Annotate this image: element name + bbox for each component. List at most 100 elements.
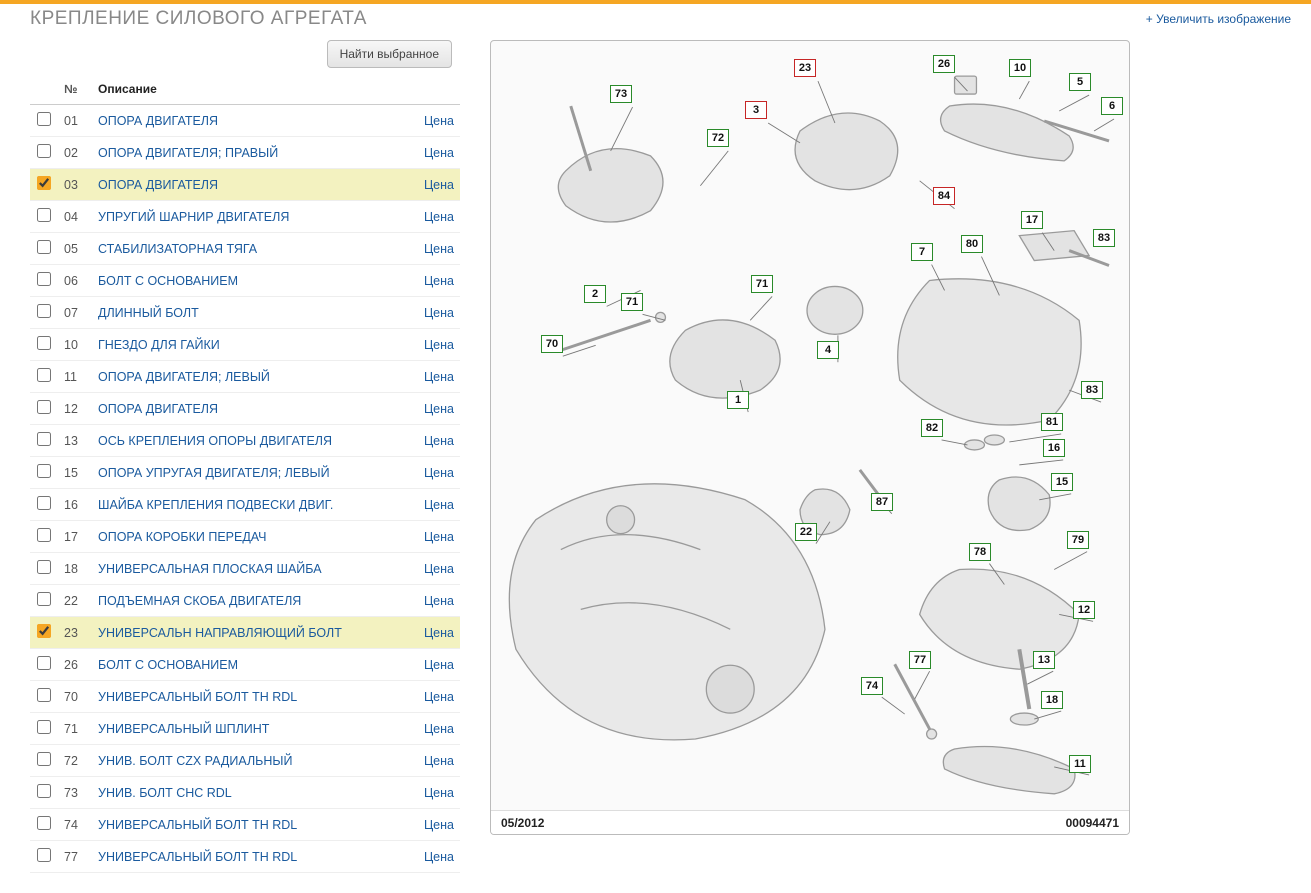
part-link[interactable]: ОПОРА ДВИГАТЕЛЯ bbox=[98, 178, 218, 192]
diagram-callout[interactable]: 18 bbox=[1041, 691, 1063, 709]
price-link[interactable]: Цена bbox=[424, 818, 454, 832]
diagram-callout[interactable]: 70 bbox=[541, 335, 563, 353]
diagram-callout[interactable]: 78 bbox=[969, 543, 991, 561]
price-link[interactable]: Цена bbox=[424, 850, 454, 864]
row-checkbox[interactable] bbox=[37, 112, 51, 126]
price-link[interactable]: Цена bbox=[424, 434, 454, 448]
diagram-callout[interactable]: 79 bbox=[1067, 531, 1089, 549]
part-link[interactable]: ОПОРА ДВИГАТЕЛЯ; ЛЕВЫЙ bbox=[98, 370, 270, 384]
row-checkbox[interactable] bbox=[37, 368, 51, 382]
part-link[interactable]: ГНЕЗДО ДЛЯ ГАЙКИ bbox=[98, 338, 220, 352]
row-checkbox[interactable] bbox=[37, 400, 51, 414]
diagram-callout[interactable]: 82 bbox=[921, 419, 943, 437]
part-link[interactable]: ОПОРА КОРОБКИ ПЕРЕДАЧ bbox=[98, 530, 267, 544]
diagram-callout[interactable]: 6 bbox=[1101, 97, 1123, 115]
price-link[interactable]: Цена bbox=[424, 114, 454, 128]
price-link[interactable]: Цена bbox=[424, 754, 454, 768]
row-checkbox[interactable] bbox=[37, 752, 51, 766]
diagram-callout[interactable]: 72 bbox=[707, 129, 729, 147]
diagram-callout[interactable]: 74 bbox=[861, 677, 883, 695]
price-link[interactable]: Цена bbox=[424, 498, 454, 512]
row-checkbox[interactable] bbox=[37, 560, 51, 574]
price-link[interactable]: Цена bbox=[424, 562, 454, 576]
diagram-callout[interactable]: 84 bbox=[933, 187, 955, 205]
row-checkbox[interactable] bbox=[37, 304, 51, 318]
diagram-callout[interactable]: 77 bbox=[909, 651, 931, 669]
row-checkbox[interactable] bbox=[37, 848, 51, 862]
row-checkbox[interactable] bbox=[37, 240, 51, 254]
price-link[interactable]: Цена bbox=[424, 146, 454, 160]
part-link[interactable]: БОЛТ С ОСНОВАНИЕМ bbox=[98, 274, 238, 288]
row-checkbox[interactable] bbox=[37, 688, 51, 702]
price-link[interactable]: Цена bbox=[424, 786, 454, 800]
diagram-callout[interactable]: 7 bbox=[911, 243, 933, 261]
part-link[interactable]: УНИВЕРСАЛЬН НАПРАВЛЯЮЩИЙ БОЛТ bbox=[98, 626, 342, 640]
part-link[interactable]: УНИВЕРСАЛЬНЫЙ БОЛТ TH RDL bbox=[98, 850, 297, 864]
find-selected-button[interactable]: Найти выбранное bbox=[327, 40, 452, 68]
row-checkbox[interactable] bbox=[37, 144, 51, 158]
row-checkbox[interactable] bbox=[37, 784, 51, 798]
price-link[interactable]: Цена bbox=[424, 466, 454, 480]
part-link[interactable]: БОЛТ С ОСНОВАНИЕМ bbox=[98, 658, 238, 672]
price-link[interactable]: Цена bbox=[424, 178, 454, 192]
diagram-callout[interactable]: 3 bbox=[745, 101, 767, 119]
row-checkbox[interactable] bbox=[37, 272, 51, 286]
part-link[interactable]: ОПОРА ДВИГАТЕЛЯ bbox=[98, 114, 218, 128]
part-link[interactable]: СТАБИЛИЗАТОРНАЯ ТЯГА bbox=[98, 242, 257, 256]
zoom-image-link[interactable]: + Увеличить изображение bbox=[1146, 12, 1291, 26]
diagram-callout[interactable]: 10 bbox=[1009, 59, 1031, 77]
row-checkbox[interactable] bbox=[37, 592, 51, 606]
price-link[interactable]: Цена bbox=[424, 594, 454, 608]
price-link[interactable]: Цена bbox=[424, 626, 454, 640]
diagram-callout[interactable]: 5 bbox=[1069, 73, 1091, 91]
row-checkbox[interactable] bbox=[37, 496, 51, 510]
row-checkbox[interactable] bbox=[37, 176, 51, 190]
part-link[interactable]: УНИВ. БОЛТ CHC RDL bbox=[98, 786, 232, 800]
row-checkbox[interactable] bbox=[37, 208, 51, 222]
row-checkbox[interactable] bbox=[37, 432, 51, 446]
diagram-callout[interactable]: 83 bbox=[1093, 229, 1115, 247]
row-checkbox[interactable] bbox=[37, 336, 51, 350]
price-link[interactable]: Цена bbox=[424, 530, 454, 544]
diagram-callout[interactable]: 2 bbox=[584, 285, 606, 303]
diagram-callout[interactable]: 1 bbox=[727, 391, 749, 409]
diagram-callout[interactable]: 23 bbox=[794, 59, 816, 77]
row-checkbox[interactable] bbox=[37, 816, 51, 830]
part-link[interactable]: ОПОРА ДВИГАТЕЛЯ; ПРАВЫЙ bbox=[98, 146, 278, 160]
diagram-callout[interactable]: 4 bbox=[817, 341, 839, 359]
diagram-callout[interactable]: 81 bbox=[1041, 413, 1063, 431]
price-link[interactable]: Цена bbox=[424, 402, 454, 416]
diagram-callout[interactable]: 11 bbox=[1069, 755, 1091, 773]
diagram-callout[interactable]: 73 bbox=[610, 85, 632, 103]
diagram-callout[interactable]: 17 bbox=[1021, 211, 1043, 229]
row-checkbox[interactable] bbox=[37, 528, 51, 542]
part-link[interactable]: ОСЬ КРЕПЛЕНИЯ ОПОРЫ ДВИГАТЕЛЯ bbox=[98, 434, 332, 448]
row-checkbox[interactable] bbox=[37, 624, 51, 638]
diagram-callout[interactable]: 71 bbox=[751, 275, 773, 293]
price-link[interactable]: Цена bbox=[424, 242, 454, 256]
part-link[interactable]: ДЛИННЫЙ БОЛТ bbox=[98, 306, 199, 320]
price-link[interactable]: Цена bbox=[424, 722, 454, 736]
row-checkbox[interactable] bbox=[37, 464, 51, 478]
price-link[interactable]: Цена bbox=[424, 306, 454, 320]
diagram-callout[interactable]: 12 bbox=[1073, 601, 1095, 619]
diagram-callout[interactable]: 22 bbox=[795, 523, 817, 541]
part-link[interactable]: ШАЙБА КРЕПЛЕНИЯ ПОДВЕСКИ ДВИГ. bbox=[98, 498, 333, 512]
part-link[interactable]: УНИВЕРСАЛЬНАЯ ПЛОСКАЯ ШАЙБА bbox=[98, 562, 322, 576]
diagram-callout[interactable]: 80 bbox=[961, 235, 983, 253]
part-link[interactable]: УНИВ. БОЛТ CZX РАДИАЛЬНЫЙ bbox=[98, 754, 292, 768]
price-link[interactable]: Цена bbox=[424, 210, 454, 224]
diagram-callout[interactable]: 16 bbox=[1043, 439, 1065, 457]
part-link[interactable]: ОПОРА ДВИГАТЕЛЯ bbox=[98, 402, 218, 416]
part-link[interactable]: ПОДЪЕМНАЯ СКОБА ДВИГАТЕЛЯ bbox=[98, 594, 301, 608]
diagram-callout[interactable]: 83 bbox=[1081, 381, 1103, 399]
diagram-callout[interactable]: 15 bbox=[1051, 473, 1073, 491]
part-link[interactable]: УНИВЕРСАЛЬНЫЙ БОЛТ TH RDL bbox=[98, 690, 297, 704]
price-link[interactable]: Цена bbox=[424, 370, 454, 384]
part-link[interactable]: УНИВЕРСАЛЬНЫЙ ШПЛИНТ bbox=[98, 722, 269, 736]
part-link[interactable]: УПРУГИЙ ШАРНИР ДВИГАТЕЛЯ bbox=[98, 210, 289, 224]
diagram-callout[interactable]: 26 bbox=[933, 55, 955, 73]
row-checkbox[interactable] bbox=[37, 656, 51, 670]
diagram-callout[interactable]: 71 bbox=[621, 293, 643, 311]
diagram-callout[interactable]: 87 bbox=[871, 493, 893, 511]
